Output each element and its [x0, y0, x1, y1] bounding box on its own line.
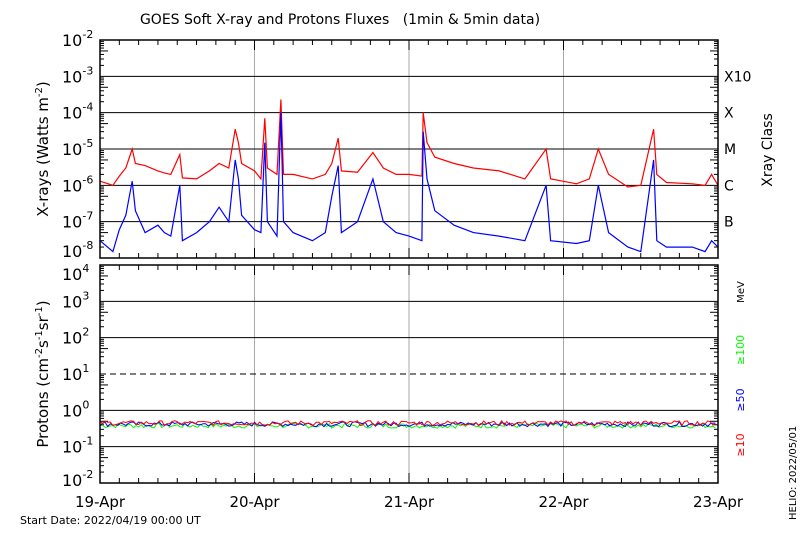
proton-series-line	[99, 422, 716, 429]
y-tick-label: 103	[62, 289, 89, 311]
y-tick-label: 10-3	[62, 64, 93, 86]
y-axis-title: Protons (cm-2s-1sr-1)	[34, 300, 52, 447]
y-tick-label: 100	[62, 398, 89, 420]
right-axis-title: Xray Class	[760, 113, 776, 187]
xray-class-label: C	[724, 178, 734, 194]
y-tick-label: 10-6	[62, 173, 93, 195]
y-tick-label: 10-2	[62, 28, 93, 50]
y-tick-label: 10-8	[62, 239, 93, 261]
xray-class-label: B	[724, 215, 734, 231]
xray-class-label: X10	[724, 69, 751, 85]
x-tick-label: 21-Apr	[384, 493, 435, 511]
xray-series-line	[99, 99, 719, 188]
y-tick-label: 104	[62, 262, 89, 284]
proton-legend-label: ≥10	[734, 433, 747, 456]
unit-label: MeV	[736, 281, 747, 303]
y-tick-label: 10-2	[62, 468, 93, 490]
x-tick-label: 20-Apr	[229, 493, 280, 511]
proton-series-line	[99, 419, 716, 427]
proton-legend-label: ≥100	[734, 335, 747, 365]
plot-frame	[99, 264, 719, 484]
x-tick-label: 19-Apr	[75, 493, 126, 511]
y-tick-label: 10-4	[62, 101, 93, 123]
start-date: Start Date: 2022/04/19 00:00 UT	[20, 514, 201, 527]
xray-series-line	[99, 112, 719, 253]
chart-title: GOES Soft X-ray and Protons Fluxes (1min…	[140, 12, 540, 28]
y-axis-title: X-rays (Watts m-2)	[34, 81, 52, 216]
xray-class-label: X	[724, 106, 734, 122]
y-tick-label: 101	[62, 362, 89, 384]
proton-legend-label: ≥50	[734, 388, 747, 411]
y-tick-label: 10-7	[62, 210, 93, 232]
x-tick-label: 23-Apr	[693, 493, 744, 511]
y-tick-label: 102	[62, 326, 89, 348]
plot-frame	[99, 39, 719, 259]
credit-label: HELIO: 2022/05/01	[788, 426, 799, 520]
x-tick-label: 22-Apr	[538, 493, 589, 511]
xray-class-label: M	[724, 142, 736, 158]
y-tick-label: 10-1	[62, 435, 93, 457]
y-tick-label: 10-5	[62, 137, 93, 159]
